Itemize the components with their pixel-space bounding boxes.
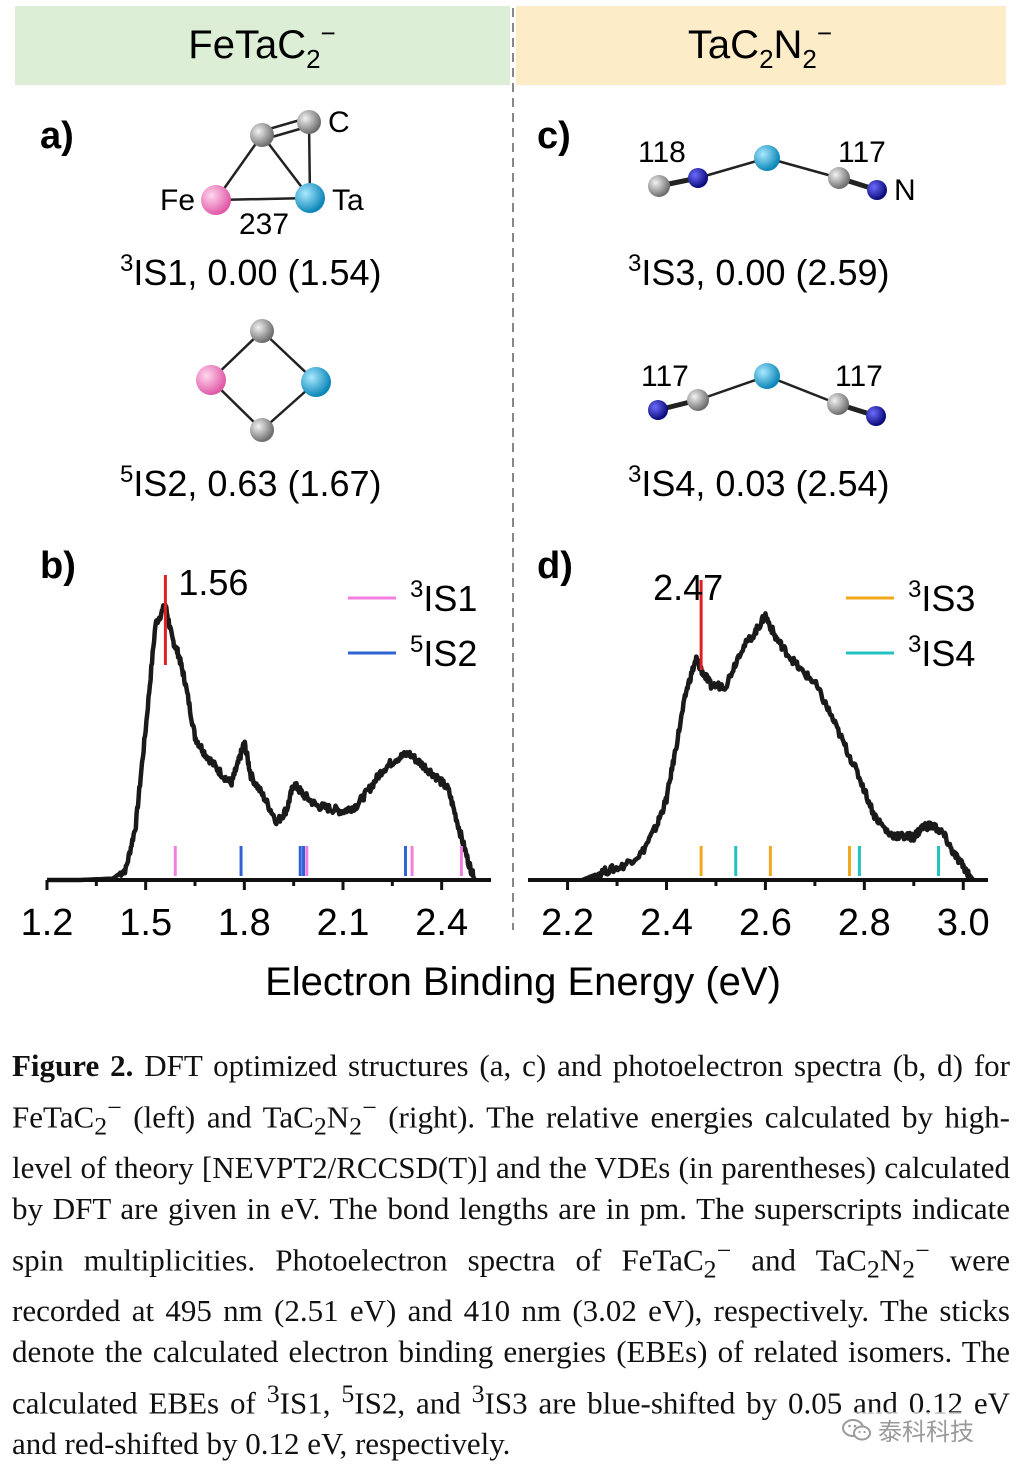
bond-length-117c: 117 [835,360,883,393]
caption-text-4b: N [879,1241,903,1277]
caption-text-5: were recorded at 495 nm (2.51 eV) and 41… [12,1241,1010,1420]
x-tick-label: 2.1 [317,902,370,944]
molecule-is2 [210,330,317,431]
caption-text-4: and TaC [731,1241,867,1277]
caption-text-1: DFT optimized structures (a, c) and phot… [12,1048,1010,1134]
caption-sub: 2 [902,1254,916,1284]
bond-length-117a: 117 [838,136,886,169]
x-tick-label: 1.5 [119,902,172,944]
atom-label-fe: Fe [160,184,195,217]
right-header-title: TaC2N2− [688,18,832,74]
watermark: 泰科科技 [842,1412,974,1447]
right-header-bg [516,6,1006,85]
x-tick-label: 1.2 [21,902,74,944]
caption-text-3: (right). The relative energies calculate… [12,1098,1010,1277]
atom-c-is3a [648,175,670,197]
legend-entry: 3IS3 [908,576,975,619]
atom-label-n: N [894,174,916,207]
atom-c-is1b [297,110,321,134]
caption-sup: 3 [266,1378,280,1408]
watermark-text: 泰科科技 [878,1418,974,1446]
caption-sub: 2 [94,1111,108,1141]
atom-label-c: C [328,106,350,139]
panel-label-d: d) [537,545,573,587]
bond-length-117b: 117 [641,360,689,393]
caption-text-6: IS1, [279,1384,342,1420]
atom-c-is4a [687,389,709,411]
caption-sub: 2 [866,1254,880,1284]
spectrum-line [47,602,477,883]
caption-sup: 3 [471,1378,485,1408]
caption-sub: 2 [313,1111,327,1141]
left-header-title: FeTaC2− [188,18,335,74]
atom-fe-is1 [201,185,231,215]
isomer-is2-label: 5IS2, 0.63 (1.67) [120,461,382,504]
atom-label-ta: Ta [332,184,364,217]
atom-n-is4a [648,400,668,420]
atom-c-is4b [827,393,849,415]
isomer-is3-label: 3IS3, 0.00 (2.59) [628,250,890,293]
bond-length-237: 237 [239,208,289,241]
bond-length-118: 118 [638,136,686,169]
caption-text-2: (left) and TaC [121,1098,314,1134]
caption-text-7: IS2, and [354,1384,472,1420]
legend-entry: 3IS4 [908,631,975,674]
atom-n-is4b [866,406,886,426]
caption-sup: − [915,1235,930,1265]
atom-c-is2b [250,418,274,442]
isomer-is4-label: 3IS4, 0.03 (2.54) [628,461,890,504]
atom-n-is3b [867,180,887,200]
spectrum-chart-d: 2.2 2.4 2.6 2.8 3.0 2.47 3IS3 3IS4 [528,567,990,944]
atom-fe-is2 [196,365,226,395]
figure-2: FeTaC2− TaC2N2− a) C Fe Ta 237 3IS1, 0.0… [15,6,1006,1004]
figure-label: Figure 2. [12,1048,134,1083]
caption-sub: 2 [703,1254,717,1284]
x-tick-label: 1.8 [218,902,271,944]
caption-sup: − [716,1235,732,1265]
atom-ta-is3 [754,145,780,171]
atom-n-is3a [688,168,708,188]
atom-ta-is4 [754,363,780,389]
spectrum-chart-b: 1.2 1.5 1.8 2.1 2.4 1.56 3IS1 5IS2 [21,562,491,944]
peak-label: 2.47 [653,567,723,608]
panel-label-a: a) [40,115,74,157]
atom-ta-is1 [295,183,325,213]
caption-text-2b: N [326,1098,350,1134]
caption-text-8: IS3 are blue-shifted by 0.05 and 0.12 eV… [12,1384,1010,1462]
wechat-icon [842,1418,871,1440]
x-tick-label: 2.2 [541,902,594,944]
atom-c-is2a [250,319,274,343]
x-tick-label: 2.4 [415,902,468,944]
legend-entry: 5IS2 [410,631,477,674]
x-tick-label: 2.4 [640,902,693,944]
atom-c-is1a [250,123,274,147]
x-tick-label: 2.6 [739,902,792,944]
x-tick-label: 2.8 [838,902,891,944]
panel-label-c: c) [537,115,571,157]
left-header-bg [15,6,510,85]
caption-sup: − [362,1092,377,1122]
peak-label: 1.56 [178,562,248,603]
isomer-is1-label: 3IS1, 0.00 (1.54) [120,250,382,293]
atom-c-is3b [828,167,850,189]
caption-sup: 5 [341,1378,355,1408]
panel-label-b: b) [40,545,76,587]
atom-ta-is2 [301,367,331,397]
caption-sup: − [107,1092,122,1122]
spectrum-line [581,611,976,883]
x-axis-label: Electron Binding Energy (eV) [265,960,781,1004]
caption-sub: 2 [349,1111,363,1141]
x-tick-label: 3.0 [937,902,990,944]
figure-caption: Figure 2. DFT optimized structures (a, c… [12,1045,1010,1465]
legend-entry: 3IS1 [410,576,477,619]
